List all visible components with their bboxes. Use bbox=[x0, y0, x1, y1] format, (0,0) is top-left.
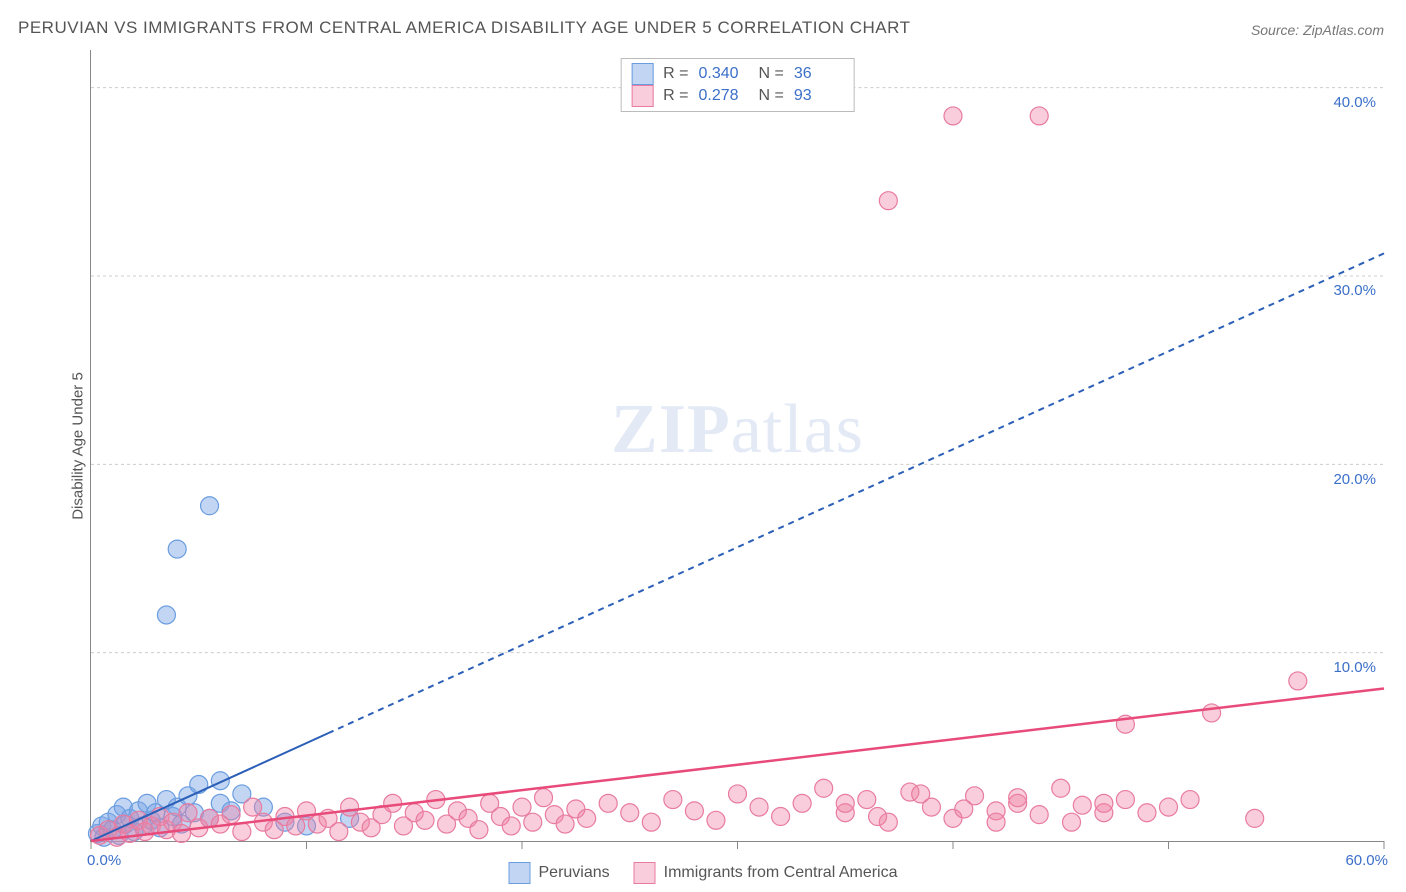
legend-label: Immigrants from Central America bbox=[664, 864, 898, 882]
correlation-row: R = 0.278 N = 93 bbox=[631, 85, 844, 107]
r-label: R = bbox=[663, 87, 688, 105]
n-label: N = bbox=[759, 65, 784, 83]
r-value: 0.278 bbox=[699, 87, 749, 105]
plot-area: ZIPatlas R = 0.340 N = 36 R = 0.278 N = … bbox=[90, 50, 1384, 842]
legend-swatch bbox=[631, 85, 653, 107]
r-value: 0.340 bbox=[699, 65, 749, 83]
n-value: 93 bbox=[794, 87, 844, 105]
x-tick-label: 0.0% bbox=[87, 852, 121, 869]
legend-item: Peruvians bbox=[509, 862, 610, 884]
x-tick-label: 60.0% bbox=[1345, 852, 1388, 869]
legend-swatch bbox=[634, 862, 656, 884]
n-label: N = bbox=[759, 87, 784, 105]
r-label: R = bbox=[663, 65, 688, 83]
series-legend: Peruvians Immigrants from Central America bbox=[509, 862, 898, 884]
legend-swatch bbox=[631, 63, 653, 85]
scatter-svg bbox=[91, 50, 1384, 841]
chart-title: PERUVIAN VS IMMIGRANTS FROM CENTRAL AMER… bbox=[18, 18, 910, 38]
legend-label: Peruvians bbox=[539, 864, 610, 882]
correlation-legend: R = 0.340 N = 36 R = 0.278 N = 93 bbox=[620, 58, 855, 112]
y-tick-label: 20.0% bbox=[1333, 471, 1376, 488]
legend-swatch bbox=[509, 862, 531, 884]
chart-container: ZIPatlas R = 0.340 N = 36 R = 0.278 N = … bbox=[50, 50, 1384, 842]
correlation-row: R = 0.340 N = 36 bbox=[631, 63, 844, 85]
y-tick-label: 30.0% bbox=[1333, 282, 1376, 299]
legend-item: Immigrants from Central America bbox=[634, 862, 898, 884]
source-attribution: Source: ZipAtlas.com bbox=[1251, 22, 1384, 38]
n-value: 36 bbox=[794, 65, 844, 83]
y-tick-label: 40.0% bbox=[1333, 94, 1376, 111]
y-tick-label: 10.0% bbox=[1333, 659, 1376, 676]
